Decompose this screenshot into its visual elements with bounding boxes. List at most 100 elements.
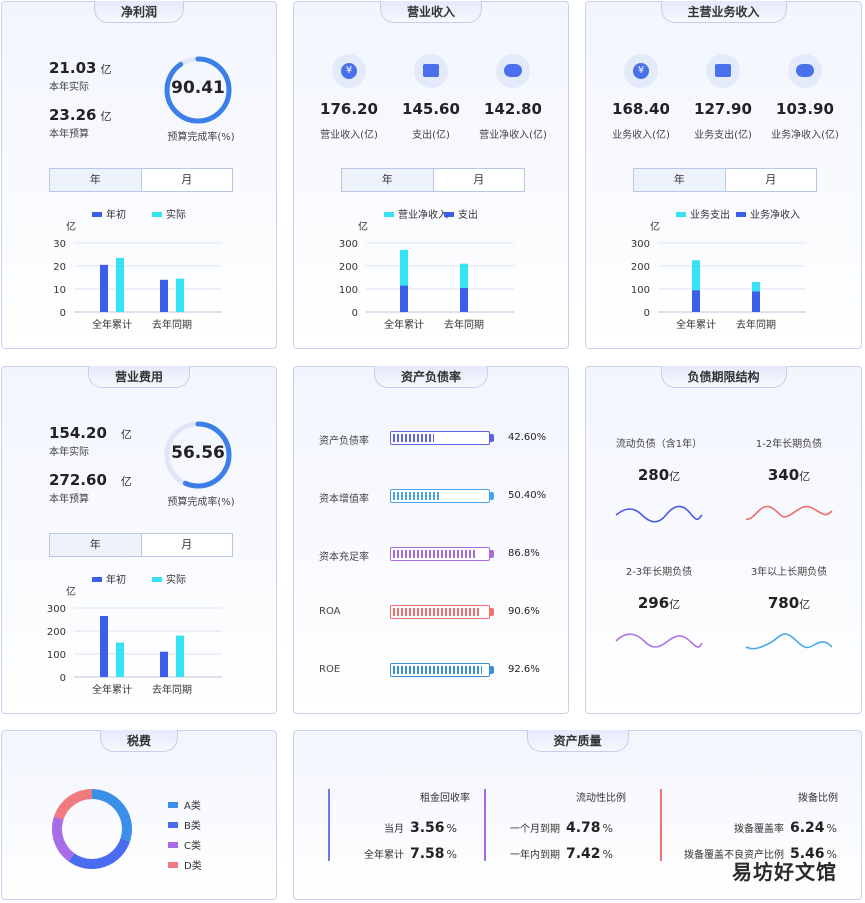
legend-label: B类 (184, 821, 201, 832)
ratio-row: 资本充足率 86.8% (294, 545, 568, 565)
bar (692, 260, 700, 291)
net-profit-panel: 净利润 21.03 亿 本年实际 23.26 亿 本年预算 90.41 预算完成率(… (1, 1, 277, 349)
debt-sparkline (745, 633, 833, 650)
ratio-label: 资产负债率 (319, 436, 369, 447)
piggy-shape (504, 64, 522, 77)
quality-value: 3.56% (410, 817, 457, 836)
debt-value: 780亿 (726, 593, 852, 612)
quality-label: 一年内到期 (510, 850, 560, 861)
piggy-shape (796, 64, 814, 77)
bar (116, 257, 124, 312)
donut-slice (52, 816, 75, 862)
quality-number: 7.42 (566, 846, 601, 862)
debt-number: 340 (767, 466, 800, 484)
legend-item: B类 (168, 817, 201, 832)
ratio-bar-fill (393, 666, 482, 674)
tab-year[interactable]: 年 (50, 169, 142, 191)
completion-rate: 90.41 (171, 78, 225, 98)
quality-label: 拨备覆盖率 (734, 824, 784, 835)
period-toggle[interactable]: 年 月 (341, 168, 525, 192)
period-toggle[interactable]: 年 月 (49, 168, 233, 192)
metric-value: 103.90 (776, 100, 834, 118)
quality-label: 拨备覆盖不良资产比例 (684, 850, 784, 861)
tab-month[interactable]: 月 (765, 173, 777, 186)
debt-unit: 亿 (669, 598, 681, 611)
metric-label: 业务净收入(亿) (771, 130, 839, 141)
tab-year[interactable]: 年 (342, 169, 434, 191)
y-tick-label: 300 (631, 239, 650, 250)
tab-month[interactable]: 月 (181, 173, 193, 186)
quality-number: 6.24 (790, 820, 825, 836)
tab-month[interactable]: 月 (473, 173, 485, 186)
y-tick-label: 20 (53, 262, 66, 273)
period-toggle[interactable]: 年 月 (633, 168, 817, 192)
group-title: 租金回收率 (420, 793, 470, 804)
y-unit-label: 亿 (66, 220, 76, 233)
ratio-bar-cap (490, 666, 494, 674)
metric-value: 145.60 (402, 100, 460, 118)
tax-panel: 税费 A类 B类 C类 D类 (1, 730, 277, 900)
tab-year[interactable]: 年 (50, 534, 142, 556)
debt-number: 280 (637, 466, 670, 484)
tab-year[interactable]: 年 (634, 169, 726, 191)
ratio-bar-track (390, 489, 490, 503)
ratio-bar-cap (490, 608, 494, 616)
completion-rate: 56.56 (171, 443, 225, 463)
ratio-row: ROE 92.6% (294, 661, 568, 681)
metric-value: 176.20 (320, 100, 378, 118)
legend-label: 业务净收入 (750, 208, 800, 221)
legend-swatch (384, 212, 394, 217)
metric-value: 127.90 (694, 100, 752, 118)
budget-label: 本年预算 (49, 494, 89, 505)
legend-label: C类 (184, 841, 201, 852)
ratio-bar-fill (393, 434, 434, 442)
legend-label: 业务支出 (690, 208, 730, 221)
legend-swatch (168, 861, 178, 868)
budget-label: 本年预算 (49, 129, 89, 140)
y-tick-label: 100 (631, 285, 650, 296)
debt-unit: 亿 (669, 470, 681, 483)
legend-swatch (168, 821, 178, 828)
watermark: 易坊好文馆 (732, 860, 837, 884)
bar (176, 635, 184, 677)
debt-item: 2-3年长期负债 296亿 (596, 563, 722, 673)
legend-swatch (152, 212, 162, 217)
legend-item: D类 (168, 857, 202, 872)
group-divider (660, 789, 662, 861)
bar (752, 282, 760, 292)
x-tick-label: 全年累计 (676, 318, 716, 331)
ratio-value: 86.8% (508, 548, 540, 559)
debt-label: 2-3年长期负债 (625, 567, 693, 578)
y-unit-label: 亿 (358, 220, 368, 233)
x-tick-label: 去年同期 (152, 683, 192, 696)
legend-swatch (736, 212, 746, 217)
bar (400, 285, 408, 312)
legend-label: 年初 (106, 208, 126, 221)
metric-label: 营业收入(亿) (320, 130, 378, 141)
y-tick-label: 300 (339, 239, 358, 250)
panel-title: 营业费用 (87, 366, 191, 388)
ratio-bar-fill (393, 608, 480, 616)
period-toggle[interactable]: 年 月 (49, 533, 233, 557)
legend-swatch (444, 212, 454, 217)
budget-value: 23.26 亿 (49, 106, 112, 124)
ratio-label: ROA (319, 606, 341, 617)
quality-unit: % (602, 848, 613, 861)
wallet-shape (715, 64, 731, 77)
legend-item: A类 (168, 797, 201, 812)
quality-number: 5.46 (790, 846, 825, 862)
bar (460, 287, 468, 312)
y-tick-label: 200 (47, 627, 66, 638)
actual-value: 154.20 亿 (49, 424, 132, 442)
piggy-bank-icon (788, 54, 822, 88)
debt-value: 280亿 (596, 465, 722, 484)
debt-value: 340亿 (726, 465, 852, 484)
quality-value: 6.24% (790, 817, 837, 836)
ratio-bar-cap (490, 550, 494, 558)
quality-number: 4.78 (566, 820, 601, 836)
tab-month[interactable]: 月 (181, 538, 193, 551)
y-tick-label: 200 (631, 262, 650, 273)
donut-slice (68, 838, 131, 869)
ratio-row: 资产负债率 42.60% (294, 429, 568, 449)
